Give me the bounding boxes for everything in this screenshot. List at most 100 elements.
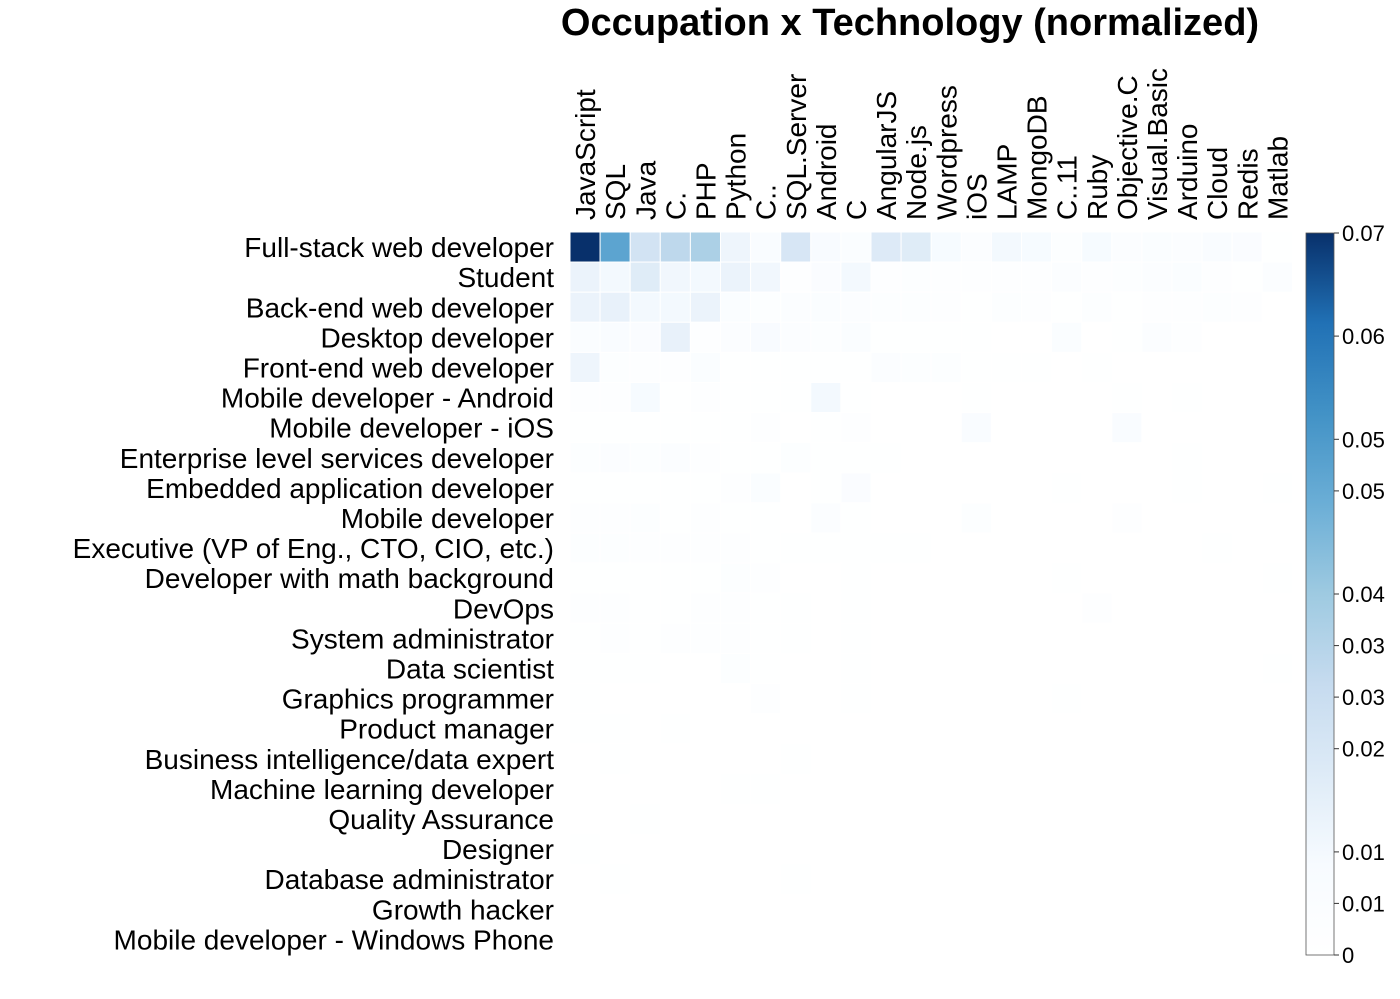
heatmap-cell bbox=[569, 923, 601, 955]
heatmap-cell bbox=[870, 231, 902, 263]
column-label: SQL.Server bbox=[781, 74, 812, 220]
heatmap-cell bbox=[1261, 532, 1293, 564]
heatmap-cell bbox=[930, 231, 962, 263]
heatmap-cell bbox=[810, 472, 842, 504]
heatmap-cell bbox=[930, 532, 962, 564]
heatmap-cell bbox=[930, 502, 962, 534]
heatmap-cell bbox=[1171, 412, 1203, 444]
heatmap-cell bbox=[750, 863, 782, 895]
heatmap-cell bbox=[1171, 592, 1203, 624]
heatmap-cell bbox=[780, 261, 812, 293]
heatmap-cell bbox=[1201, 713, 1233, 745]
heatmap-cell bbox=[1171, 683, 1203, 715]
row-label: Database administrator bbox=[265, 864, 554, 895]
heatmap-cell bbox=[990, 803, 1023, 835]
heatmap-cell bbox=[960, 562, 992, 594]
heatmap-cell bbox=[1081, 442, 1113, 474]
heatmap-cell bbox=[990, 652, 1023, 685]
heatmap-cell bbox=[990, 713, 1023, 745]
column-label: Objective.C bbox=[1112, 75, 1143, 220]
heatmap-cell bbox=[900, 893, 932, 925]
heatmap-cell bbox=[780, 382, 812, 414]
heatmap-cell bbox=[1261, 863, 1293, 895]
heatmap-cell bbox=[1051, 803, 1083, 835]
heatmap-cell bbox=[930, 472, 962, 504]
heatmap-cell bbox=[1021, 472, 1053, 504]
heatmap-cell bbox=[689, 803, 722, 835]
heatmap-cell bbox=[599, 923, 631, 955]
heatmap-cell bbox=[1111, 291, 1143, 323]
heatmap-cell bbox=[569, 472, 601, 504]
heatmap-cell bbox=[780, 803, 812, 835]
heatmap-cell bbox=[960, 863, 992, 895]
heatmap-cell bbox=[599, 622, 631, 654]
heatmap-cell bbox=[569, 683, 601, 715]
heatmap-cell bbox=[629, 863, 661, 895]
heatmap-cell bbox=[870, 472, 902, 504]
heatmap-cell bbox=[810, 592, 842, 624]
heatmap-cell bbox=[1171, 261, 1203, 293]
heatmap-cell bbox=[689, 321, 722, 353]
heatmap-cell bbox=[569, 803, 601, 835]
heatmap-cell bbox=[750, 532, 782, 564]
heatmap-cell bbox=[1261, 803, 1293, 835]
heatmap-cell bbox=[900, 773, 932, 805]
heatmap-cell bbox=[569, 442, 601, 474]
heatmap-cell bbox=[720, 321, 752, 353]
heatmap-cell bbox=[990, 833, 1023, 865]
heatmap-cell bbox=[1081, 321, 1113, 353]
heatmap-cell bbox=[689, 652, 722, 685]
heatmap-cell bbox=[569, 893, 601, 925]
heatmap-cell bbox=[780, 923, 812, 955]
heatmap-cell bbox=[1081, 291, 1113, 323]
heatmap-cell bbox=[900, 472, 932, 504]
heatmap-cell bbox=[960, 893, 992, 925]
heatmap-cell bbox=[750, 652, 782, 685]
heatmap-cell bbox=[720, 502, 752, 534]
heatmap-cell bbox=[1021, 833, 1053, 865]
heatmap-cell bbox=[840, 773, 872, 805]
heatmap-cell bbox=[1201, 743, 1233, 775]
column-label: iOS bbox=[961, 173, 992, 220]
heatmap-cell bbox=[930, 442, 962, 474]
heatmap-cell bbox=[1051, 622, 1083, 654]
heatmap-cell bbox=[1141, 803, 1173, 835]
heatmap-cell bbox=[1111, 532, 1143, 564]
heatmap-cell bbox=[1231, 803, 1263, 835]
row-label: Back-end web developer bbox=[246, 292, 554, 323]
heatmap-cell bbox=[720, 713, 752, 745]
heatmap-cell bbox=[1021, 231, 1053, 263]
heatmap-cell bbox=[930, 321, 962, 353]
heatmap-cell bbox=[1201, 291, 1233, 323]
colorbar-tick-label: 0.05 bbox=[1342, 479, 1385, 504]
heatmap-cell bbox=[1111, 773, 1143, 805]
heatmap-cell bbox=[689, 683, 722, 715]
heatmap-cell bbox=[1201, 412, 1233, 444]
heatmap-cell bbox=[930, 743, 962, 775]
heatmap-cell bbox=[1141, 442, 1173, 474]
heatmap-cell bbox=[1261, 472, 1293, 504]
heatmap-cell bbox=[780, 472, 812, 504]
heatmap-cell bbox=[659, 803, 691, 835]
heatmap-cell bbox=[1081, 683, 1113, 715]
heatmap-cell bbox=[629, 502, 661, 534]
heatmap-cell bbox=[960, 532, 992, 564]
heatmap-cell bbox=[1231, 923, 1263, 955]
heatmap-cell bbox=[1201, 472, 1233, 504]
heatmap-cell bbox=[599, 803, 631, 835]
column-label: Visual.Basic bbox=[1142, 68, 1173, 220]
heatmap-cell bbox=[840, 321, 872, 353]
heatmap-cell bbox=[1081, 863, 1113, 895]
heatmap-cell bbox=[900, 803, 932, 835]
heatmap-cell bbox=[750, 923, 782, 955]
heatmap-cell bbox=[1051, 833, 1083, 865]
row-label: Embedded application developer bbox=[146, 473, 554, 504]
heatmap-cell bbox=[1141, 743, 1173, 775]
heatmap-cell bbox=[599, 863, 631, 895]
heatmap-cell bbox=[1171, 652, 1203, 685]
heatmap-cell bbox=[1081, 773, 1113, 805]
heatmap-cell bbox=[1111, 562, 1143, 594]
heatmap-cell bbox=[1171, 291, 1203, 323]
heatmap-cell bbox=[1201, 622, 1233, 654]
heatmap-cell bbox=[599, 382, 631, 414]
